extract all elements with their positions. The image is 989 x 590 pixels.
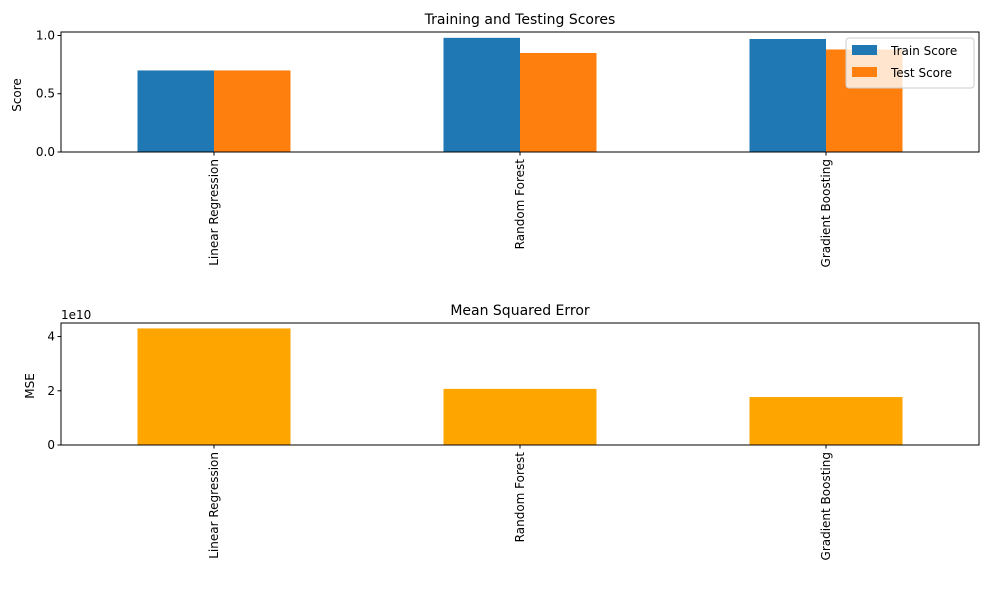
mse-chart: Mean Squared Error MSE 1e10 0 2 4 Linear R…: [23, 303, 980, 560]
y-tick-label: 0: [47, 438, 55, 452]
x-ticks: Linear Regression Random Forest Gradient B…: [207, 152, 833, 267]
bars: [137, 328, 903, 445]
bar: [443, 37, 520, 152]
bar: [749, 397, 903, 445]
y-offset-text: 1e10: [61, 308, 91, 322]
bar: [214, 70, 291, 152]
bar: [520, 52, 597, 152]
y-tick-label: 1.0: [36, 28, 55, 42]
legend-swatch: [852, 45, 877, 55]
x-tick-label: Linear Regression: [207, 159, 221, 266]
x-tick-label: Linear Regression: [207, 452, 221, 559]
y-tick-label: 0.5: [36, 87, 55, 101]
y-tick-label: 0.0: [36, 145, 55, 159]
y-tick-label: 2: [47, 384, 55, 398]
bar: [443, 388, 597, 445]
legend: Train Score Test Score: [845, 37, 975, 89]
legend-label: Test Score: [890, 66, 952, 80]
x-tick-label: Gradient Boosting: [819, 452, 833, 560]
bar: [749, 38, 826, 152]
legend-swatch: [852, 67, 877, 77]
y-tick-label: 4: [47, 330, 55, 344]
legend-label: Train Score: [890, 44, 957, 58]
bar: [137, 70, 214, 152]
chart-title: Training and Testing Scores: [424, 12, 616, 28]
scores-chart: Training and Testing Scores Score 0.0 0.5…: [10, 12, 980, 267]
bars: [137, 37, 903, 153]
y-ticks: 0.0 0.5 1.0: [36, 28, 61, 159]
x-tick-label: Gradient Boosting: [819, 159, 833, 267]
legend-box: [845, 37, 975, 89]
y-axis-label: Score: [10, 78, 24, 112]
x-tick-label: Random Forest: [513, 159, 527, 250]
x-ticks: Linear Regression Random Forest Gradient B…: [207, 445, 833, 560]
chart-title: Mean Squared Error: [450, 303, 590, 319]
x-tick-label: Random Forest: [513, 452, 527, 543]
y-ticks: 0 2 4: [47, 330, 61, 452]
bar: [137, 328, 291, 445]
y-axis-label: MSE: [23, 373, 37, 399]
